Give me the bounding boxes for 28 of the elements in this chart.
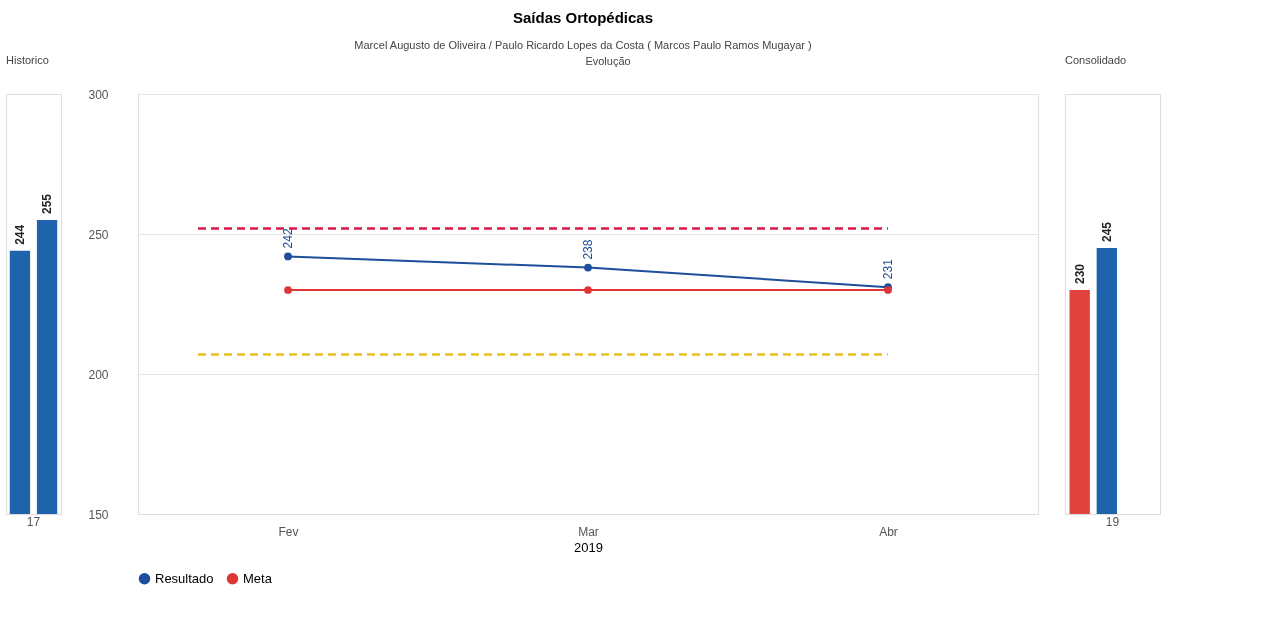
x-tick-label: Mar — [578, 524, 599, 539]
point — [584, 286, 592, 294]
data-label: 242 — [281, 228, 295, 249]
data-label: 245 — [1099, 221, 1114, 242]
x-axis-title: 2019 — [574, 539, 603, 555]
y-tick-label: 200 — [88, 367, 109, 382]
chart-title: Consolidado — [1065, 54, 1127, 66]
point — [584, 263, 592, 272]
legend-label: Resultado — [155, 570, 214, 586]
point — [284, 252, 292, 261]
data-label: 238 — [581, 239, 595, 260]
x-tick-label: Fev — [278, 524, 299, 539]
x-tick-label: 19 — [1105, 514, 1120, 529]
chart-subtitle: Marcel Augusto de Oliveira / Paulo Ricardo Lopes da Costa ( Marcos Paulo Ramos Mugayar ) — [354, 38, 812, 51]
text: Evolução — [585, 55, 631, 67]
legend-label: Meta — [243, 570, 273, 586]
data-label: 244 — [12, 224, 27, 245]
data-label: 255 — [40, 193, 55, 214]
data-label: 230 — [1072, 263, 1087, 284]
chart-title: Historico — [6, 54, 49, 66]
point — [284, 286, 292, 294]
y-tick-label: 300 — [88, 87, 109, 102]
y-tick-label: 250 — [88, 227, 109, 242]
x-tick-label: 17 — [26, 514, 41, 529]
y-tick-label: 150 — [88, 507, 109, 522]
x-tick-label: Abr — [879, 524, 898, 539]
data-label: 231 — [881, 258, 895, 280]
chart-title: Saídas Ortopédicas — [512, 8, 654, 26]
